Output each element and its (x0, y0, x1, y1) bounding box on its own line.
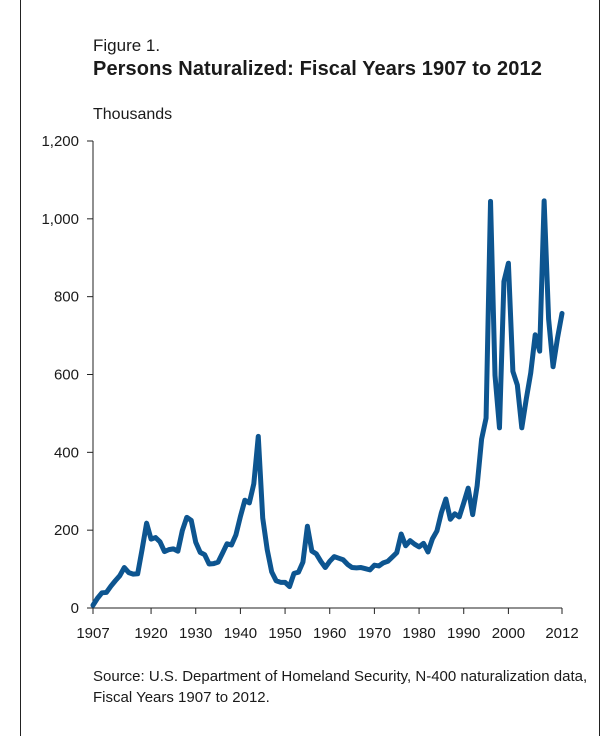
x-tick-label: 1970 (358, 625, 391, 642)
y-tick-label: 200 (54, 522, 79, 539)
x-tick-label: 1930 (179, 625, 212, 642)
x-tick-label: 2000 (492, 625, 525, 642)
y-tick-label: 1,000 (41, 211, 79, 228)
y-tick-label: 400 (54, 444, 79, 461)
x-tick-label: 1990 (447, 625, 480, 642)
y-tick-label: 0 (71, 600, 79, 617)
figure-frame (20, 0, 600, 736)
chart-series (90, 198, 565, 608)
x-tick-label: 1920 (134, 625, 167, 642)
x-tick-label: 1950 (268, 625, 301, 642)
figure-label: Figure 1. (93, 36, 161, 55)
y-tick-label: 1,200 (41, 133, 79, 150)
series-line (90, 198, 565, 608)
x-tick-label: 2012 (545, 625, 578, 642)
source-note: Source: U.S. Department of Homeland Secu… (93, 668, 588, 706)
x-tick-label: 1940 (224, 625, 257, 642)
chart-ticks: 0 200 400 600 800 1,000 1,200 1907 1920 1930 1940 1… (41, 133, 578, 642)
chart-title: Persons Naturalized: Fiscal Years 1907 t… (93, 58, 542, 80)
y-axis-label: Thousands (93, 106, 173, 123)
x-tick-label: 1980 (402, 625, 435, 642)
y-tick-label: 600 (54, 367, 79, 384)
y-tick-label: 800 (54, 289, 79, 306)
x-tick-label: 1960 (313, 625, 346, 642)
x-tick-label: 1907 (76, 625, 109, 642)
